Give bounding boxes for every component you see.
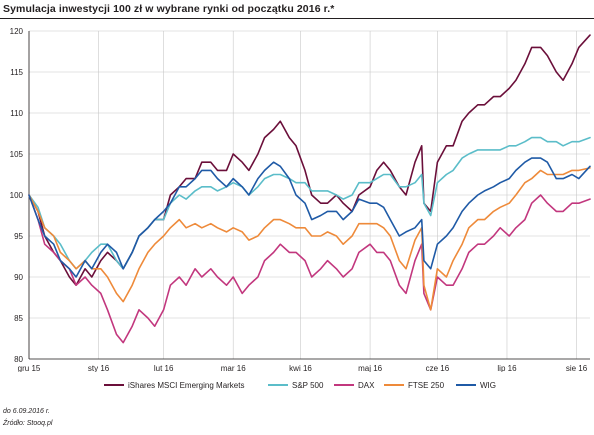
x-tick-label: kwi 16 [289, 364, 312, 372]
chart: 80 85 90 95 100 105 110 115 120 gru 15 sty 16 lut 1… [10, 27, 591, 372]
y-tick-label: 100 [10, 191, 24, 200]
x-tick-label: mar 16 [221, 364, 246, 372]
legend-item: FTSE 250 [384, 378, 444, 392]
x-tick-label: sie 16 [566, 364, 588, 372]
y-tick-label: 120 [10, 27, 24, 36]
y-tick-label: 90 [14, 273, 23, 282]
legend-label: iShares MSCI Emerging Markets [128, 380, 245, 390]
x-tick-label: maj 16 [358, 364, 383, 372]
legend-label: DAX [358, 380, 375, 390]
title-divider [0, 18, 594, 19]
series-line-ftse-250 [28, 167, 591, 311]
legend-swatch [104, 383, 124, 387]
legend-item: iShares MSCI Emerging Markets [104, 378, 244, 392]
y-tick-label: 95 [14, 232, 23, 241]
chart-title: Symulacja inwestycji 100 zł w wybrane ry… [3, 3, 335, 15]
legend-label: FTSE 250 [408, 380, 445, 390]
y-tick-label: 115 [10, 68, 23, 77]
legend-item: WIG [456, 378, 496, 392]
x-tick-label: gru 15 [18, 364, 41, 372]
legend-label: S&P 500 [292, 380, 324, 390]
y-tick-label: 105 [10, 150, 24, 159]
x-tick-label: lip 16 [497, 364, 517, 372]
series-line-dax [28, 194, 591, 344]
legend-swatch [268, 383, 288, 387]
footnote-date: do 6.09.2016 r. [3, 408, 50, 415]
x-tick-label: sty 16 [88, 364, 110, 372]
y-tick-label: 80 [14, 355, 23, 364]
y-tick-label: 85 [14, 314, 23, 323]
legend-swatch [456, 383, 476, 387]
y-tick-label: 110 [10, 109, 23, 118]
x-tick-label: cze 16 [426, 364, 450, 372]
footnote-source: Źródło: Stooq.pl [3, 420, 53, 427]
legend-item: DAX [334, 378, 374, 392]
legend-swatch [384, 383, 404, 387]
legend-item: S&P 500 [268, 378, 323, 392]
series-line-wig [28, 157, 591, 278]
legend-label: WIG [480, 380, 496, 390]
series-line-ishares-msci-emerging-markets [28, 34, 591, 286]
x-tick-label: lut 16 [154, 364, 174, 372]
legend: iShares MSCI Emerging Markets S&P 500 DAX F… [0, 378, 594, 392]
legend-swatch [334, 383, 354, 387]
